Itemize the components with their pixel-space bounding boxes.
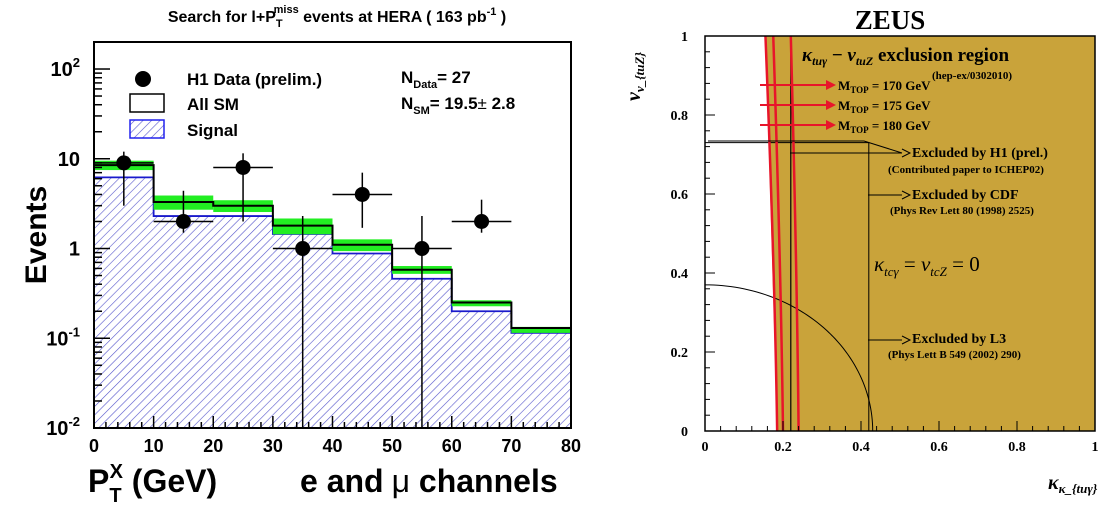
data-point [116, 155, 132, 171]
ndata-annotation: NData= 27 [401, 68, 471, 91]
left-plot-area [93, 151, 571, 428]
left-y-axis: 10-2 10-1 1 10 102 [46, 41, 110, 440]
excluded-cdf-label: Excluded by CDF [912, 188, 1019, 203]
legend-data-label: H1 Data (prelim.) [187, 70, 322, 89]
excluded-h1-ref: (Contributed paper to ICHEP02) [888, 164, 1044, 176]
left-x-axis-label: PTX (GeV) [88, 461, 217, 506]
mass-arrow-head [826, 120, 836, 130]
signal-bar [153, 216, 214, 428]
y-tick-label: 1 [69, 239, 80, 261]
x-tick-label: 70 [501, 436, 521, 456]
y-tick-label: 10 [58, 149, 80, 171]
signal-bar [94, 177, 154, 428]
excluded-h1-label: Excluded by H1 (prel.) [912, 146, 1048, 161]
signal-bar [511, 332, 571, 428]
x-tick-label: 30 [263, 436, 283, 456]
signal-bar [451, 311, 512, 428]
signal-bar [213, 216, 273, 428]
excluded-l3-label: Excluded by L3 [912, 332, 1006, 347]
exclusion-region [765, 36, 1095, 431]
x-tick-label: 0.6 [930, 440, 948, 455]
left-y-axis-label: Events [20, 186, 53, 284]
y-tick-label: 1 [681, 30, 688, 45]
formula-label: κtcγ = vtcZ = 0 [874, 252, 980, 279]
x-tick-label: 0.2 [774, 440, 792, 455]
mass-curve [764, 35, 779, 432]
cdf-arrow-upper [708, 140, 903, 154]
mass-curve [789, 35, 800, 432]
right-x-axis: 0 0.2 0.4 0.6 0.8 1 [702, 421, 1099, 455]
region-ref: (hep-ex/0302010) [932, 70, 1012, 82]
y-tick-label: 0.4 [671, 267, 689, 282]
signal-bar [332, 253, 393, 428]
mass-arrow-head [826, 80, 836, 90]
left-x-axis: 0 10 20 30 40 50 60 70 80 [89, 416, 581, 456]
mass-labels: MTOP = 170 GeV MTOP = 175 GeV MTOP = 180… [838, 78, 931, 135]
l3-arrow-head [901, 335, 912, 345]
right-plot-frame [704, 35, 1096, 432]
sm-error-band [511, 326, 571, 333]
right-x-axis-label: κκ_{tuγ} [1048, 472, 1098, 496]
excluded-cdf-ref: (Phys Rev Lett 80 (1998) 2525) [890, 205, 1034, 217]
x-tick-label: 1 [1092, 440, 1099, 455]
legend-sm-swatch [129, 93, 165, 113]
x-tick-label: 40 [322, 436, 342, 456]
y-tick-label: 0.6 [671, 188, 689, 203]
excluded-l3-ref: (Phys Lett B 549 (2002) 290) [888, 349, 1021, 361]
data-point [235, 159, 251, 175]
left-x-channels-label: e and μ channels [300, 463, 558, 499]
l3-exclusion-curve [704, 284, 874, 432]
data-point [354, 186, 370, 202]
h1-arrow-head [901, 148, 912, 158]
legend-sm-label: All SM [187, 95, 239, 114]
cdf-arrow-head [901, 190, 912, 200]
left-chart-title: Search for l+PTmiss events at HERA ( 163… [168, 4, 506, 30]
mass-curve [772, 35, 785, 432]
x-tick-label: 0 [89, 436, 99, 456]
legend-signal-swatch [129, 119, 165, 139]
x-tick-label: 80 [561, 436, 581, 456]
right-y-axis: 0 0.2 0.4 0.6 0.8 1 [671, 30, 715, 440]
right-chart: ZEUS 0 0.2 0.4 0.6 0.8 1 0 0.2 0.4 0.6 0.8 1 vv_{t… [623, 5, 1099, 496]
region-label: κtuγ − vtuZ exclusion region [802, 45, 1009, 68]
nsm-annotation: NSM= 19.5± 2.8 [401, 94, 515, 117]
y-tick-label: 102 [51, 55, 80, 81]
mass-arrow-head [826, 100, 836, 110]
right-plot-area [704, 35, 1095, 432]
data-point [175, 213, 191, 229]
y-tick-label: 0 [681, 425, 688, 440]
data-point [414, 241, 430, 257]
left-legend: H1 Data (prelim.) All SM Signal [129, 70, 322, 140]
data-point [295, 241, 311, 257]
y-tick-label: 0.8 [671, 109, 689, 124]
x-tick-label: 20 [203, 436, 223, 456]
x-tick-label: 0.4 [852, 440, 870, 455]
y-tick-label: 0.2 [671, 346, 689, 361]
mass-label-170: MTOP = 170 GeV [838, 78, 931, 95]
y-tick-label: 10-2 [46, 414, 80, 440]
right-chart-title: ZEUS [855, 5, 926, 35]
legend-signal-label: Signal [187, 121, 238, 140]
x-tick-label: 60 [442, 436, 462, 456]
left-chart: Search for l+PTmiss events at HERA ( 163… [20, 4, 581, 506]
y-tick-label: 10-1 [46, 324, 80, 350]
right-y-axis-label: vv_{tuZ} [623, 52, 647, 101]
mass-label-180: MTOP = 180 GeV [838, 118, 931, 135]
x-tick-label: 0.8 [1008, 440, 1026, 455]
data-point [474, 213, 490, 229]
legend-data-marker [135, 71, 151, 87]
x-tick-label: 10 [144, 436, 164, 456]
x-tick-label: 0 [702, 440, 709, 455]
mass-label-175: MTOP = 175 GeV [838, 98, 931, 115]
x-tick-label: 50 [382, 436, 402, 456]
